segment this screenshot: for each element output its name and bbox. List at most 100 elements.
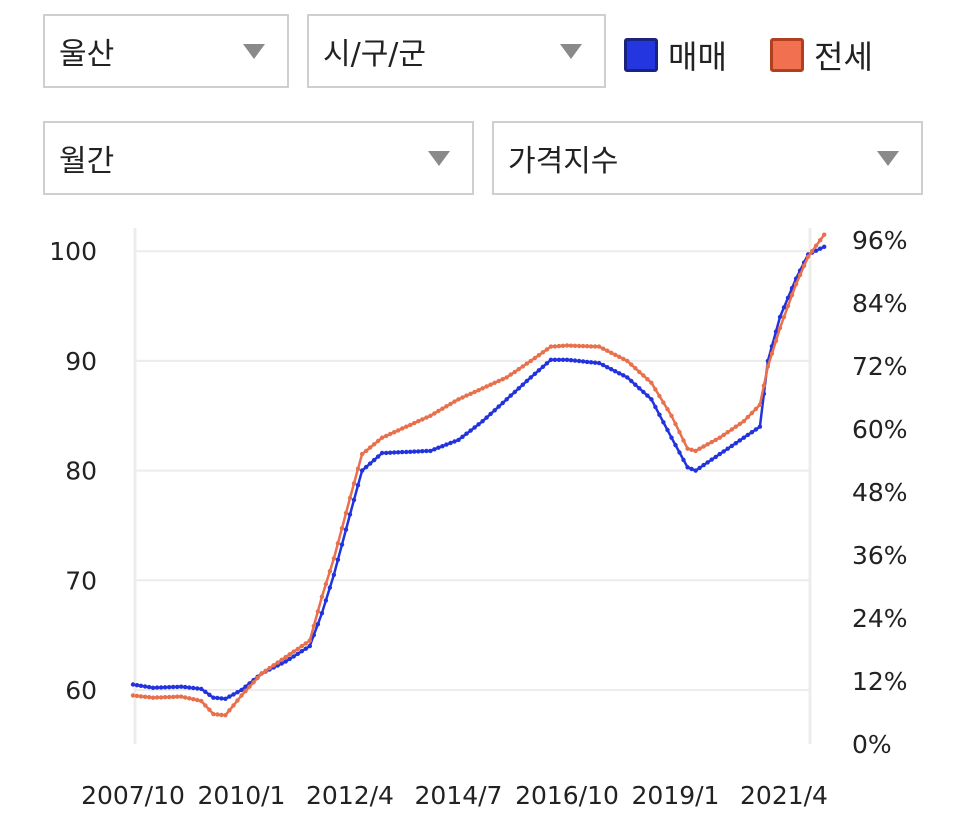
data-point xyxy=(207,707,212,712)
district-select[interactable]: 시/구/군 xyxy=(307,14,606,88)
data-point xyxy=(367,445,373,450)
data-point xyxy=(753,427,759,432)
data-point xyxy=(645,393,650,398)
data-point xyxy=(617,354,622,359)
data-point xyxy=(822,244,827,249)
metric-select[interactable]: 가격지수 xyxy=(492,121,923,195)
data-point xyxy=(263,668,268,673)
data-point xyxy=(339,542,345,547)
data-point xyxy=(528,358,533,364)
data-point xyxy=(741,435,746,440)
data-point xyxy=(592,344,598,349)
data-point xyxy=(588,344,594,349)
district-select-value: 시/구/군 xyxy=(323,37,427,72)
data-point xyxy=(388,450,393,455)
data-point xyxy=(548,344,554,349)
data-point xyxy=(327,569,333,574)
data-point xyxy=(665,407,670,412)
data-point xyxy=(552,344,558,349)
data-point xyxy=(673,442,678,448)
data-point xyxy=(725,430,730,435)
data-point xyxy=(576,343,582,349)
data-point xyxy=(564,357,570,362)
data-point xyxy=(343,510,349,516)
data-point xyxy=(412,420,417,426)
data-point xyxy=(239,693,244,698)
data-point xyxy=(556,343,562,349)
y2-tick-label: 0% xyxy=(852,730,892,759)
data-point xyxy=(813,248,819,253)
data-point xyxy=(512,389,517,395)
legend-swatch-jeonse xyxy=(770,38,804,72)
data-point xyxy=(396,450,401,455)
data-point xyxy=(705,460,710,465)
data-point xyxy=(146,684,152,690)
data-point xyxy=(657,393,662,399)
data-point xyxy=(287,656,292,662)
chevron-down-icon xyxy=(428,151,450,166)
period-select[interactable]: 월간 xyxy=(43,121,474,195)
data-point xyxy=(283,654,288,660)
data-point xyxy=(227,708,232,713)
data-point xyxy=(540,350,546,355)
legend-label-jeonse: 전세 xyxy=(814,38,873,76)
data-point xyxy=(520,382,525,387)
data-point xyxy=(195,697,200,703)
chevron-down-icon xyxy=(877,151,899,166)
data-point xyxy=(299,643,304,649)
data-point xyxy=(601,346,606,351)
data-point xyxy=(130,693,136,698)
data-point xyxy=(741,419,746,424)
data-point xyxy=(138,694,144,699)
legend-item-sale[interactable]: 매매 xyxy=(624,32,727,78)
region-select[interactable]: 울산 xyxy=(43,14,289,88)
data-point xyxy=(661,420,666,425)
data-point xyxy=(793,281,799,287)
data-point xyxy=(729,443,734,449)
data-point xyxy=(568,343,574,348)
data-point xyxy=(207,692,212,697)
chevron-down-icon xyxy=(243,44,265,59)
data-point xyxy=(496,404,501,409)
data-point xyxy=(452,439,457,444)
data-point xyxy=(568,358,574,363)
data-point xyxy=(621,356,626,362)
data-point xyxy=(167,694,172,700)
data-point xyxy=(789,292,795,298)
data-point xyxy=(347,512,353,517)
series-line xyxy=(132,233,826,717)
data-point xyxy=(235,690,240,695)
data-point xyxy=(187,685,192,690)
data-point xyxy=(183,695,188,700)
data-point xyxy=(215,712,220,717)
data-point xyxy=(307,643,312,649)
data-point xyxy=(649,380,654,385)
data-point xyxy=(709,457,714,462)
data-point xyxy=(460,434,465,439)
data-point xyxy=(412,449,417,454)
data-point xyxy=(428,448,433,454)
data-point xyxy=(468,428,473,433)
data-point xyxy=(524,378,529,384)
data-point xyxy=(408,449,413,454)
region-select-value: 울산 xyxy=(59,37,115,72)
data-point xyxy=(637,369,642,375)
data-point xyxy=(765,364,771,369)
legend-item-jeonse[interactable]: 전세 xyxy=(770,32,873,78)
data-point xyxy=(524,361,529,366)
x-tick-label: 2019/1 xyxy=(632,781,720,810)
data-point xyxy=(424,448,429,454)
data-point xyxy=(472,389,477,395)
legend-swatch-sale xyxy=(624,38,658,72)
data-point xyxy=(761,383,767,388)
data-point xyxy=(785,295,791,300)
data-point xyxy=(737,438,742,443)
data-point xyxy=(649,397,654,402)
data-point xyxy=(335,541,341,546)
data-point xyxy=(717,451,722,457)
data-point xyxy=(440,444,445,449)
data-point xyxy=(384,433,389,439)
data-point xyxy=(753,406,759,412)
data-point xyxy=(367,461,373,466)
